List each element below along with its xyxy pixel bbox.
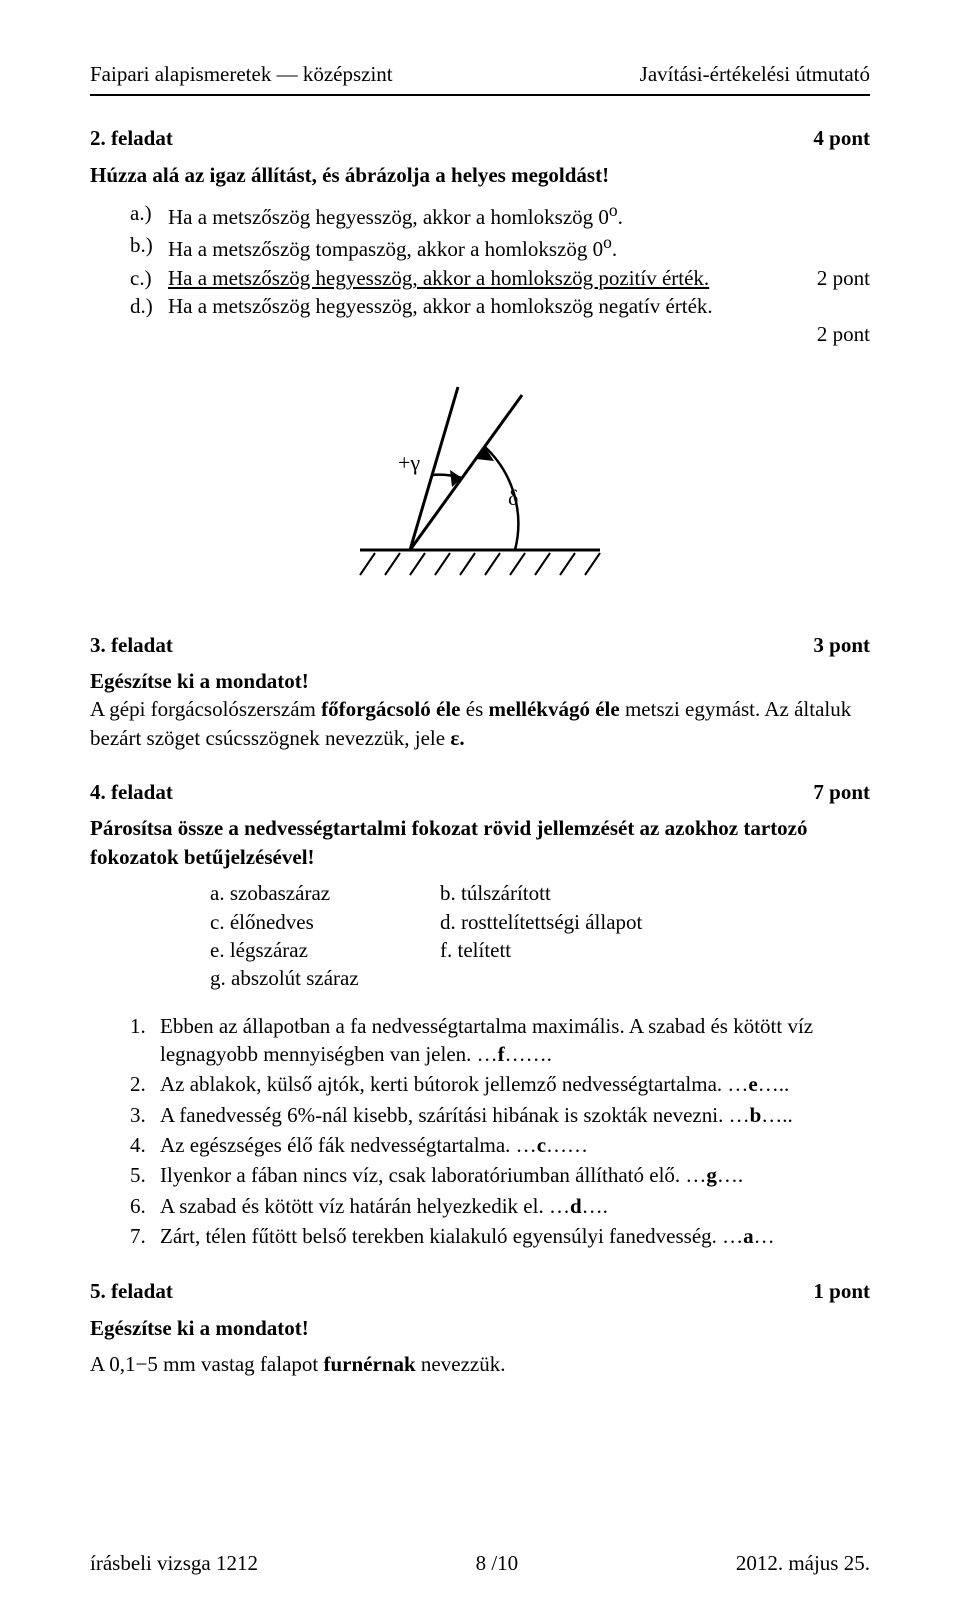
t4-item-7: Zárt, télen fűtött belső terekben kialak… <box>160 1222 870 1250</box>
t2-d-text: Ha a metszőszög hegyesszög, akkor a homl… <box>168 292 790 320</box>
t5-body: A 0,1−5 mm vastag falapot furnérnak neve… <box>90 1350 870 1378</box>
t2-a-label: a.) <box>130 199 168 231</box>
t2-d-label: d.) <box>130 292 168 320</box>
t2-options: a.) Ha a metszőszög hegyesszög, akkor a … <box>130 199 870 349</box>
t5-prompt: Egészítse ki a mondatot! <box>90 1314 870 1342</box>
t4-item-6: A szabad és kötött víz határán helyezked… <box>160 1192 870 1220</box>
t4-prompt: Párosítsa össze a nedvességtartalmi foko… <box>90 814 870 871</box>
t3-body: A gépi forgácsolószerszám főforgácsoló é… <box>90 695 870 752</box>
t2-c-text: Ha a metszőszög hegyesszög, akkor a homl… <box>168 264 790 292</box>
t2-d-pts <box>790 292 870 320</box>
t4-title: 4. feladat <box>90 778 173 806</box>
angle-diagram: +γ δ <box>350 375 610 605</box>
header-left: Faipari alapismeretek — középszint <box>90 60 393 88</box>
gamma-label: +γ <box>398 450 420 475</box>
t2-points: 4 pont <box>813 124 870 152</box>
t5-points: 1 pont <box>813 1277 870 1305</box>
t5-title: 5. feladat <box>90 1277 173 1305</box>
t4-item-3: A fanedvesség 6%-nál kisebb, szárítási h… <box>160 1101 870 1129</box>
delta-label: δ <box>508 485 518 510</box>
t2-b-pts <box>790 231 870 263</box>
t2-prompt: Húzza alá az igaz állítást, és ábrázolja… <box>90 161 870 189</box>
footer-left: írásbeli vizsga 1212 <box>90 1549 258 1577</box>
t4-item-4: Az egészséges élő fák nedvességtartalma.… <box>160 1131 870 1159</box>
t3-prompt: Egészítse ki a mondatot! <box>90 667 870 695</box>
t2-a-pts <box>790 199 870 231</box>
t2-c-pts: 2 pont <box>790 264 870 292</box>
footer-right: 2012. május 25. <box>736 1549 870 1577</box>
t4-legend: a. szobaszárazb. túlszárított c. élőnedv… <box>210 879 870 992</box>
t2-b-label: b.) <box>130 231 168 263</box>
t2-b-text: Ha a metszőszög tompaszög, akkor a homlo… <box>168 231 790 263</box>
footer-center: 8 /10 <box>476 1549 519 1577</box>
t4-item-5: Ilyenkor a fában nincs víz, csak laborat… <box>160 1161 870 1189</box>
page-footer: írásbeli vizsga 1212 8 /10 2012. május 2… <box>90 1549 870 1577</box>
t4-item-1: Ebben az állapotban a fa nedvességtartal… <box>160 1012 870 1069</box>
header-right: Javítási-értékelési útmutató <box>640 60 870 88</box>
t3-title: 3. feladat <box>90 631 173 659</box>
header-rule <box>90 94 870 96</box>
t2-c-label: c.) <box>130 264 168 292</box>
t2-title: 2. feladat <box>90 124 173 152</box>
t4-items: 1.Ebben az állapotban a fa nedvességtart… <box>130 1011 870 1252</box>
t4-points: 7 pont <box>813 778 870 806</box>
t2-extra-pts: 2 pont <box>790 320 870 348</box>
t4-item-2: Az ablakok, külső ajtók, kerti bútorok j… <box>160 1070 870 1098</box>
t2-a-text: Ha a metszőszög hegyesszög, akkor a homl… <box>168 199 790 231</box>
t3-points: 3 pont <box>813 631 870 659</box>
